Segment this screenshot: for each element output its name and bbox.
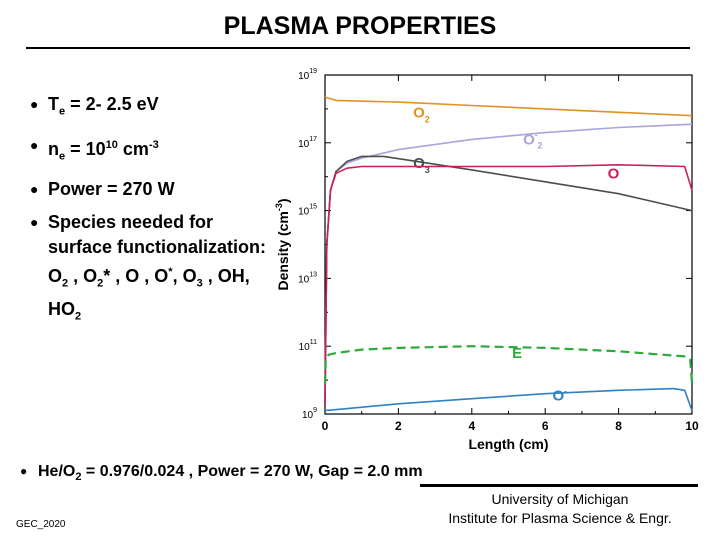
bullet-text: , OH, HO (48, 266, 250, 319)
x-tick-label: 0 (322, 419, 329, 433)
conference-code: GEC_2020 (16, 519, 66, 530)
bullet-dot-icon: ● (30, 136, 39, 153)
bullet-electron-temperature: ● Te = 2- 2.5 eV (30, 92, 280, 125)
x-tick-label: 6 (542, 419, 549, 433)
series-label: E (512, 345, 522, 362)
bullet-subscript: e (59, 150, 66, 163)
bullet-text: Species needed for surface functionaliza… (48, 212, 267, 287)
y-tick-label: 109 (302, 407, 317, 421)
series-label: O (608, 165, 620, 182)
bullet-subscript: 2 (62, 277, 69, 290)
bullet-text: = 10 (65, 138, 106, 159)
bullet-text: Power = 270 W (48, 179, 175, 200)
y-tick-label: 1015 (298, 204, 317, 218)
series-line-e (323, 345, 694, 384)
bullet-subscript: 2 (97, 277, 104, 290)
series-label: O3 (413, 155, 430, 175)
slide-title: PLASMA PROPERTIES (223, 12, 497, 40)
y-tick-label: 1013 (298, 271, 317, 285)
x-tick-label: 10 (685, 419, 699, 433)
y-tick-label: 1017 (298, 136, 317, 150)
y-tick-label: 1019 (298, 68, 317, 82)
bullet-subscript: e (59, 105, 66, 118)
bullet-electron-density: ● ne = 1010 cm-3 (30, 133, 280, 170)
x-tick-label: 4 (468, 419, 475, 433)
x-axis-label: Length (cm) (468, 436, 548, 452)
footnote-text: He/O (38, 463, 76, 480)
affiliation-line-2: Institute for Plasma Science & Engr. (448, 510, 672, 526)
bullet-species: ● Species needed for surface functionaliz… (30, 210, 280, 329)
affiliation-line-1: University of Michigan (491, 491, 629, 507)
bullet-power: ● Power = 270 W (30, 177, 280, 202)
bullet-text: , O (68, 266, 98, 287)
bullet-dot-icon: ● (30, 214, 39, 231)
series-line-o (324, 164, 693, 404)
footnote-text: = 0.976/0.024 , Power = 270 W, Gap = 2.0… (81, 463, 423, 480)
title-underline (26, 47, 690, 49)
plot-frame (324, 74, 693, 415)
bullet-text: n (48, 138, 59, 159)
bullet-subscript: 2 (75, 310, 82, 323)
series-label: O-2 (523, 130, 542, 150)
series-line-oion (324, 387, 693, 412)
series-label: O2 (413, 104, 430, 124)
bullet-dot-icon: ● (30, 181, 39, 198)
x-tick-label: 2 (395, 419, 402, 433)
bullet-text: = 2- 2.5 eV (65, 94, 159, 114)
bullet-text: , O (172, 266, 197, 287)
bullet-text: cm (117, 138, 149, 159)
bullet-dot-icon: ● (30, 96, 39, 112)
bullet-list: ● Te = 2- 2.5 eV ● ne = 1010 cm-3 ● Power =… (30, 92, 280, 337)
conditions-note: ● He/O2 = 0.976/0.024 , Power = 270 W, Ga… (20, 461, 438, 488)
series-line-o3 (324, 155, 693, 404)
density-chart: 0 2 4 6 8 10 1019 1017 1015 1013 1011 109 Length (cm… (274, 68, 699, 452)
series-line-o2 (324, 96, 693, 117)
bullet-dot-icon: ● (20, 464, 28, 478)
y-axis-label: Density (cm-3) (274, 198, 291, 290)
affiliation: University of Michigan Institute for Pla… (405, 490, 715, 528)
series-label: O- (553, 386, 568, 404)
bullet-text: * , O , O (103, 266, 169, 287)
x-tick-label: 8 (615, 419, 622, 433)
bullet-subscript: 3 (196, 277, 203, 290)
y-tick-label: 1011 (299, 339, 317, 353)
affiliation-rule (420, 484, 698, 487)
bullet-superscript: * (168, 266, 173, 279)
bullet-text: T (48, 94, 59, 114)
footnote-subscript: 2 (75, 471, 82, 484)
bullet-superscript: -3 (148, 138, 159, 151)
bullet-superscript: 10 (105, 138, 118, 151)
